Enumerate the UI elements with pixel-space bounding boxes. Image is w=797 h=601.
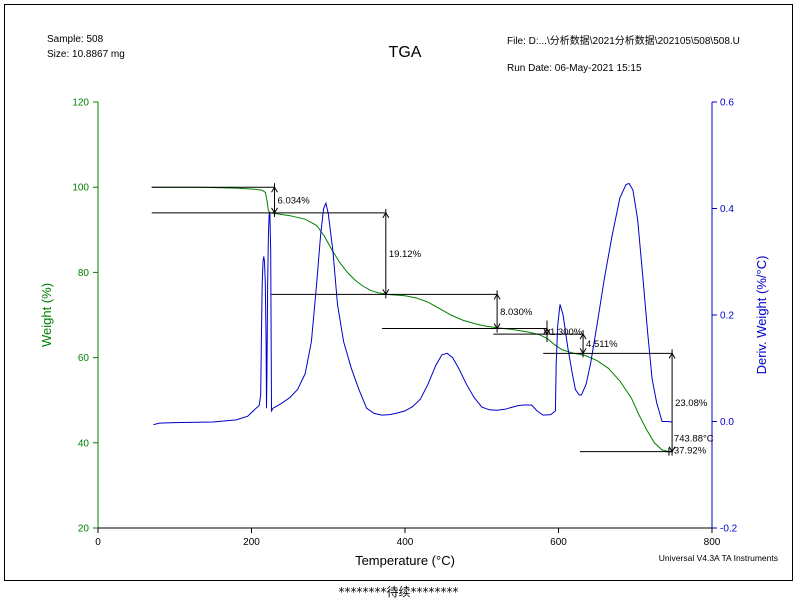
y-tick-label: 100 — [72, 183, 89, 194]
annotation-arrow-head — [543, 327, 551, 334]
y-tick-label: 40 — [78, 438, 90, 449]
x-tick-label: 600 — [550, 537, 567, 548]
x-tick-label: 200 — [243, 537, 260, 548]
step-annotations: 6.034% 19.12% 8.030% 1.300%4.511% 23.08% 743.… — [151, 183, 714, 457]
weight-series-line — [151, 186, 673, 453]
y-tick-label: 80 — [78, 268, 90, 279]
file-path-label: File: D:...\分析数据\2021分析数据\202105\508\508… — [507, 34, 740, 47]
x-tick-label: 800 — [704, 537, 721, 548]
y2-tick-label: 0.0 — [720, 417, 734, 428]
x-tick-label: 0 — [95, 537, 101, 548]
y2-axis-label: Deriv. Weight (%/°C) — [754, 256, 769, 375]
annotation-label: 8.030% — [500, 307, 533, 318]
y-tick-label: 60 — [78, 353, 90, 364]
y2-tick-label: 0.4 — [720, 204, 734, 215]
chart-title: TGA — [389, 44, 422, 61]
annotation-arrow-head — [382, 211, 390, 219]
annotation-label: 4.511% — [586, 339, 618, 350]
y2-tick-label: 0.2 — [720, 311, 734, 322]
size-label: Size: 10.8867 mg — [47, 49, 125, 60]
instrument-label: Universal V4.3A TA Instruments — [659, 553, 778, 563]
y2-axis-ticks: -0.2 0.0 0.2 0.4 0.6 — [712, 98, 738, 535]
annotation-label: 23.08% — [675, 398, 708, 409]
annotation-label: 19.12% — [389, 249, 422, 260]
x-tick-label: 400 — [397, 537, 414, 548]
footer-note: ********待续******** — [338, 585, 459, 599]
x-axis-ticks: 0 200 400 600 800 — [95, 528, 721, 548]
x-axis-label: Temperature (°C) — [355, 553, 455, 568]
residue-temp-label: 743.88°C — [674, 434, 714, 445]
y-tick-label: 120 — [72, 98, 89, 109]
annotation-arrow-head — [579, 333, 587, 340]
deriv-series-line — [153, 182, 673, 426]
annotation-label: 6.034% — [278, 196, 311, 207]
y2-tick-label: -0.2 — [720, 524, 738, 535]
annotation-arrow-head — [493, 293, 501, 300]
y2-tick-label: 0.6 — [720, 98, 734, 109]
sample-label: Sample: 508 — [47, 34, 104, 45]
annotation-arrow-head — [668, 352, 676, 359]
residue-weight-label: 37.92% — [674, 446, 707, 457]
outer-frame — [4, 4, 793, 581]
annotation-label: 1.300% — [550, 327, 583, 338]
y-axis-label: Weight (%) — [39, 283, 54, 347]
y-axis-ticks: 20 40 60 80 100 120 — [72, 98, 98, 535]
run-date-label: Run Date: 06-May-2021 15:15 — [507, 63, 642, 74]
y-tick-label: 20 — [78, 524, 90, 535]
annotation-arrow-head — [271, 186, 278, 193]
